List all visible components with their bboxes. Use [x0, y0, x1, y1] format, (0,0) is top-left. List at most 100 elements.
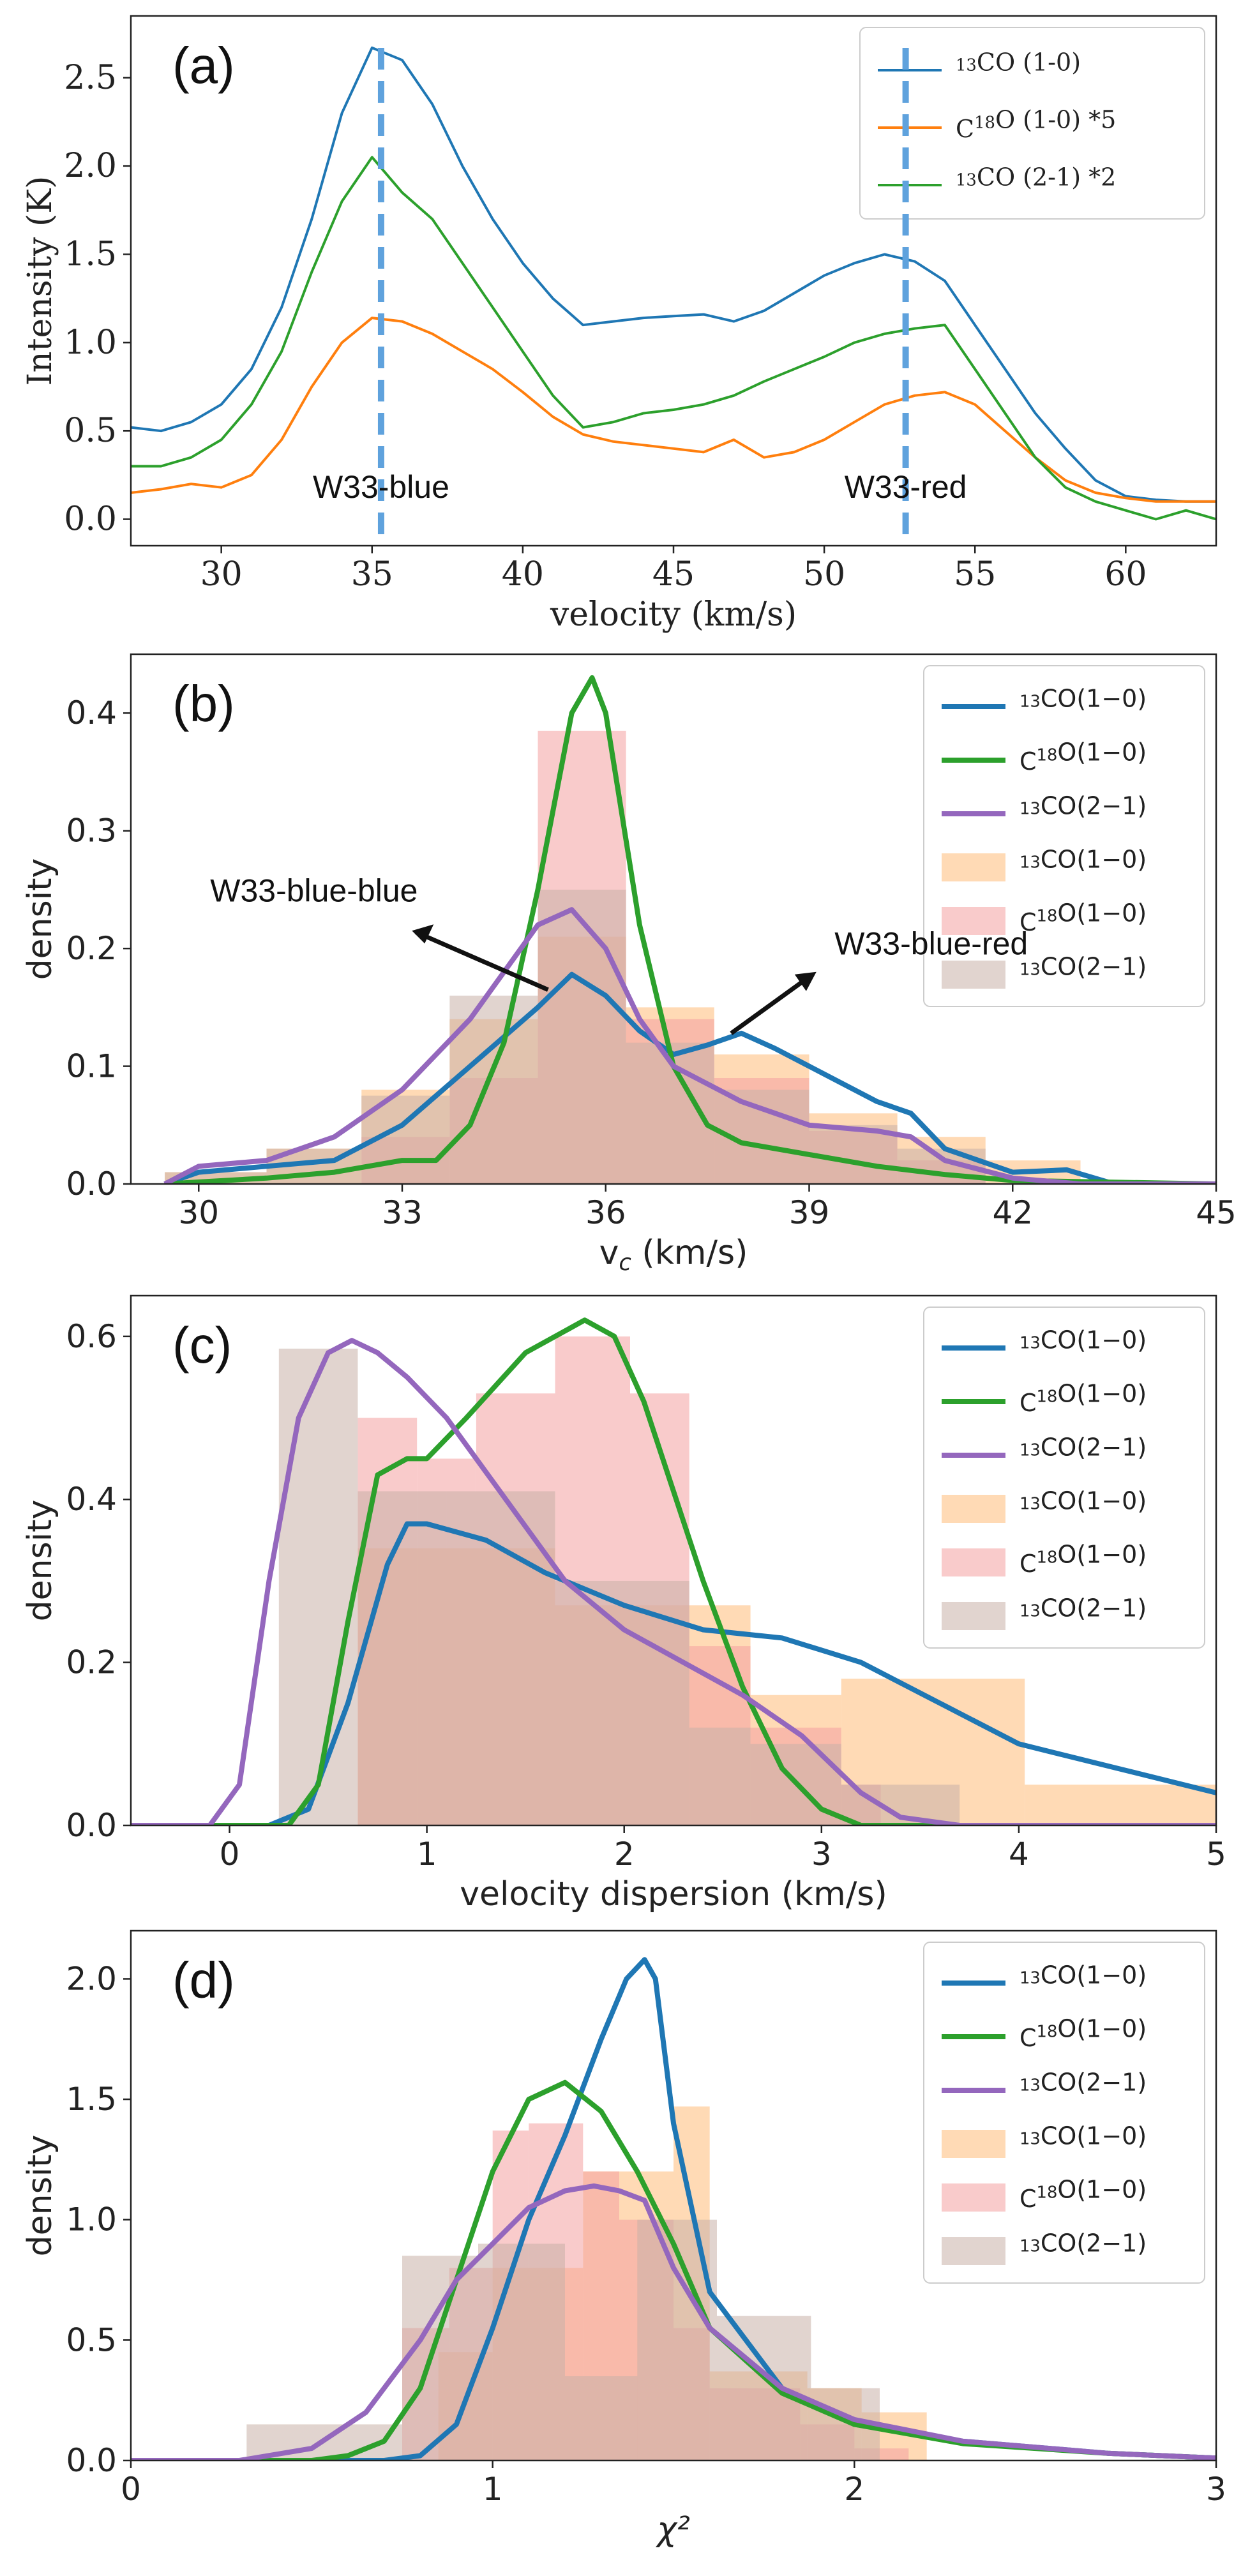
- legend-label: C18O(1−0): [1020, 1380, 1147, 1417]
- y-tick-label: 0.0: [66, 1165, 117, 1202]
- panel-label: (b): [172, 675, 235, 732]
- x-tick-label: 30: [200, 555, 243, 594]
- y-tick-label: 0.5: [64, 412, 117, 450]
- legend-label: 13CO(2−1): [1020, 792, 1147, 820]
- velocity-component-label: W33-blue: [313, 469, 449, 505]
- x-tick-label: 42: [992, 1194, 1033, 1231]
- legend: 13CO(1−0) C18O(1−0) 13CO(2−1) 13CO(1−0) C18O…: [923, 1942, 1205, 2284]
- axes-frame: [130, 1929, 1217, 2462]
- x-tick-label: 50: [803, 555, 845, 594]
- plot-area: [131, 1317, 1216, 1825]
- y-tick-label: 0.4: [66, 694, 117, 731]
- x-tick-label: 45: [652, 555, 695, 594]
- annotation-arrow: [412, 924, 549, 992]
- plot-area: [131, 46, 1216, 521]
- panel-label: (c): [172, 1317, 232, 1374]
- x-tick-label: 55: [954, 555, 996, 594]
- series-line: [163, 971, 1216, 1184]
- hist-bar: [565, 2376, 638, 2460]
- legend-box: [859, 27, 1205, 220]
- legend-label: C18O(1−0): [1020, 738, 1147, 775]
- legend: 13CO (1-0) C18O (1-0) *5 13CO (2-1) *2: [859, 27, 1205, 220]
- x-tick-label: 2: [614, 1836, 635, 1873]
- legend-label: 13CO(2−1): [1020, 1434, 1147, 1462]
- legend-label: C18O(1−0): [1020, 2015, 1147, 2052]
- legend-label: 13CO(1−0): [1020, 1487, 1147, 1515]
- series-line: [131, 156, 1216, 521]
- legend-patch: [942, 2183, 1005, 2212]
- hist-bar: [358, 1491, 447, 1825]
- series-line: [131, 2183, 1216, 2460]
- panel-c: 0 1 2 3 4 5 0.0 0.2 0.4 0.6 velocity dispersion (k…: [21, 1294, 1226, 1913]
- annotation-label: W33-blue-blue: [210, 872, 418, 908]
- axes-frame: [130, 653, 1217, 1185]
- series-line: [164, 675, 1216, 1184]
- x-axis-label: vc (km/s): [599, 1234, 748, 1276]
- x-tick-label: 40: [502, 555, 544, 594]
- legend-patch: [942, 961, 1005, 989]
- x-tick-label: 3: [1206, 2471, 1226, 2508]
- legend-label: 13CO(1−0): [1020, 1326, 1147, 1354]
- velocity-component-label: W33-red: [845, 469, 967, 505]
- y-axis-label: density: [21, 858, 59, 980]
- y-tick-label: 0.0: [66, 1807, 117, 1844]
- legend-label: C18O (1-0) *5: [956, 106, 1116, 143]
- x-tick-label: 60: [1104, 555, 1147, 594]
- legend-patch: [942, 1548, 1005, 1576]
- y-tick-label: 0.2: [66, 1644, 117, 1681]
- hist-bar: [478, 2243, 565, 2460]
- hist-bar: [402, 2256, 478, 2460]
- legend-patch: [942, 1495, 1005, 1523]
- y-tick-label: 0.4: [66, 1481, 117, 1518]
- annotation-label: W33-blue-red: [834, 925, 1028, 961]
- hist-bar: [689, 1727, 751, 1825]
- hist-bar: [538, 889, 626, 1184]
- series-line: [131, 1521, 1216, 1825]
- x-axis-label: velocity dispersion (km/s): [460, 1875, 887, 1913]
- hist-bar: [278, 1349, 358, 1825]
- x-tick-label: 33: [382, 1194, 423, 1231]
- x-tick-label: 30: [178, 1194, 219, 1231]
- y-tick-label: 1.5: [64, 236, 117, 274]
- x-tick-label: 45: [1196, 1194, 1237, 1231]
- panel-label: (d): [172, 1952, 235, 2009]
- plot-area: [163, 675, 1216, 1184]
- legend-label: 13CO(1−0): [1020, 685, 1147, 713]
- y-axis-label: density: [21, 2135, 59, 2257]
- plot-area: [131, 1957, 1216, 2460]
- x-tick-label: 1: [417, 1836, 437, 1873]
- y-tick-label: 0.6: [66, 1318, 117, 1355]
- legend-label: C18O(1−0): [1020, 2176, 1147, 2213]
- x-tick-label: 4: [1009, 1836, 1029, 1873]
- y-tick-label: 2.0: [64, 147, 117, 185]
- y-tick-label: 1.0: [66, 2201, 117, 2238]
- x-tick-label: 0: [121, 2471, 141, 2508]
- panel-a: 30 35 40 45 50 55 60 0.0 0.5 1.0 1.5 2.0 2.5 velocity…: [21, 15, 1217, 634]
- legend-label: 13CO (2-1) *2: [956, 163, 1116, 191]
- x-tick-label: 35: [351, 555, 393, 594]
- panel-d: 0 1 2 3 0.0 0.5 1.0 1.5 2.0 χ² density (d) 13CO(1−0)…: [21, 1929, 1226, 2549]
- legend-label: 13CO(1−0): [1020, 2122, 1147, 2150]
- legend-patch: [942, 1602, 1005, 1630]
- y-tick-label: 1.0: [64, 324, 117, 362]
- legend-label: C18O(1−0): [1020, 1541, 1147, 1578]
- y-tick-label: 1.5: [66, 2081, 117, 2118]
- y-tick-label: 0.2: [66, 930, 117, 967]
- y-tick-label: 0.0: [66, 2442, 117, 2479]
- legend-label: C18O(1−0): [1020, 899, 1147, 936]
- hist-bar: [717, 2316, 811, 2460]
- legend-label: 13CO(2−1): [1020, 2229, 1147, 2258]
- legend-label: 13CO (1-0): [956, 49, 1081, 77]
- arrow-head: [412, 924, 434, 944]
- arrow-head: [794, 971, 817, 991]
- x-axis-label: velocity (km/s): [550, 595, 797, 634]
- y-tick-label: 0.3: [66, 812, 117, 850]
- x-tick-label: 1: [483, 2471, 503, 2508]
- x-tick-label: 2: [844, 2471, 864, 2508]
- legend-patch: [942, 853, 1005, 881]
- y-tick-label: 2.0: [66, 1960, 117, 1997]
- y-axis-label: density: [21, 1500, 59, 1622]
- series-line: [131, 1317, 1216, 1825]
- legend-label: 13CO(2−1): [1020, 2069, 1147, 2097]
